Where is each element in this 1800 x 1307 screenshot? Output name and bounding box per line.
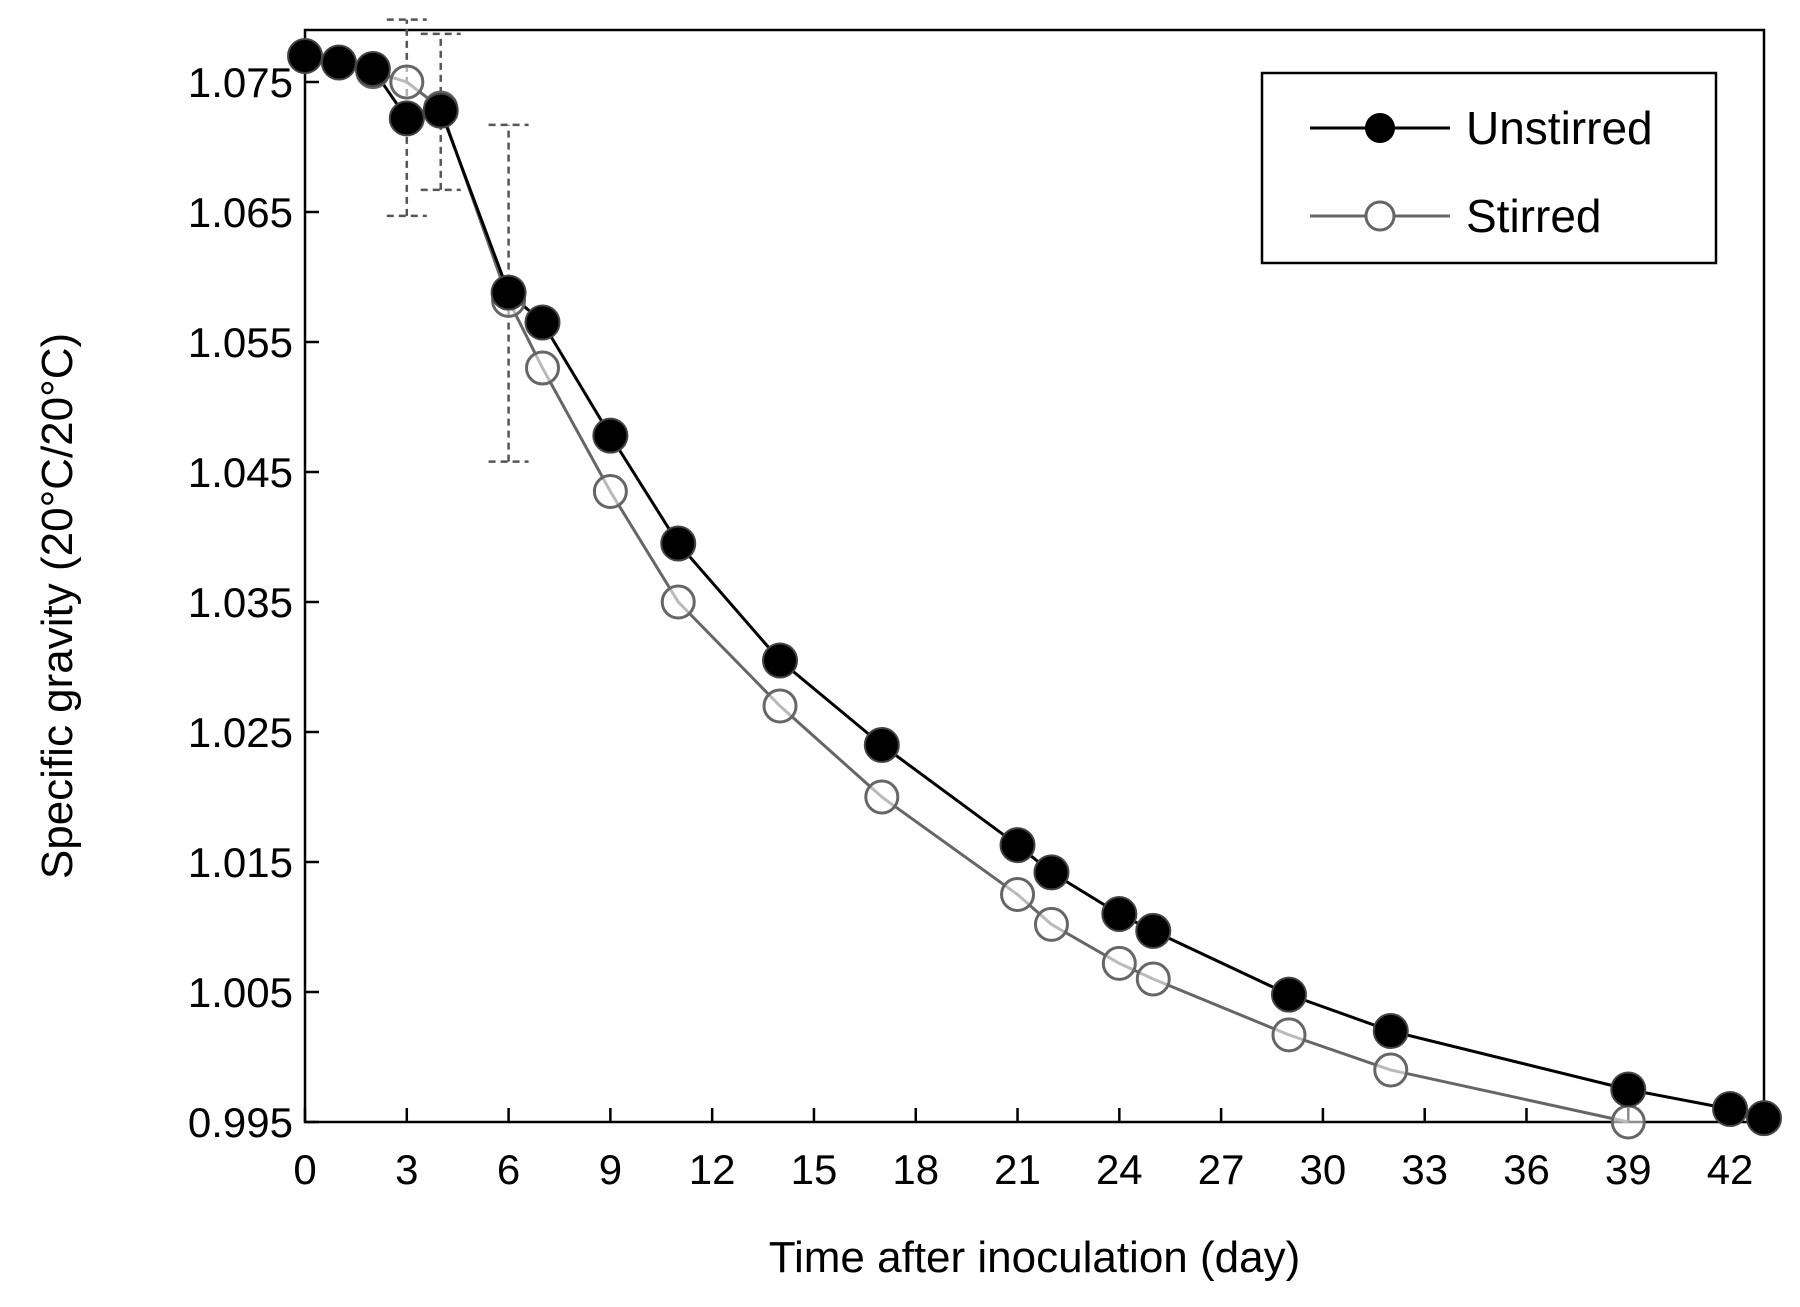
legend-marker-unstirred	[1365, 113, 1395, 143]
x-tick-label: 6	[497, 1146, 520, 1193]
plot-frame	[303, 28, 1766, 1124]
x-tick-label: 39	[1605, 1146, 1652, 1193]
x-tick-label: 3	[395, 1146, 418, 1193]
x-tick-label: 42	[1707, 1146, 1754, 1193]
data-point-stirred	[1373, 1052, 1409, 1088]
data-point-stirred	[762, 688, 798, 724]
data-point-stirred	[1271, 1017, 1307, 1053]
data-point-unstirred	[422, 92, 459, 129]
data-point-unstirred	[320, 44, 357, 81]
data-point-unstirred	[863, 727, 900, 763]
data-point-unstirred	[1101, 896, 1138, 932]
data-point-stirred	[1101, 945, 1137, 981]
data-point-stirred	[864, 779, 900, 815]
data-point-stirred	[525, 350, 561, 386]
data-point-unstirred	[287, 38, 323, 74]
x-tick-label: 24	[1096, 1146, 1143, 1193]
y-axis-title: Specific gravity (20°C/20°C)	[33, 333, 82, 879]
x-tick-label: 15	[791, 1146, 838, 1193]
x-tick-label: 0	[293, 1146, 316, 1193]
x-tick-label: 21	[994, 1146, 1041, 1193]
data-point-stirred	[1000, 877, 1036, 912]
data-point-stirred	[1135, 961, 1171, 997]
x-tick-label: 27	[1198, 1146, 1245, 1193]
y-tick-label: 1.065	[188, 189, 293, 236]
data-point-stirred	[1033, 906, 1069, 942]
y-tick-label: 1.075	[188, 59, 293, 106]
data-point-unstirred	[388, 100, 425, 137]
data-point-stirred	[389, 64, 425, 100]
data-point-unstirred	[762, 642, 799, 679]
data-point-unstirred	[1135, 912, 1172, 949]
x-tick-label: 33	[1401, 1146, 1448, 1193]
data-point-unstirred	[1033, 854, 1070, 891]
legend-label-stirred: Stirred	[1466, 190, 1601, 242]
data-point-unstirred	[490, 274, 527, 311]
y-tick-label: 1.015	[188, 839, 293, 886]
y-tick-label: 1.035	[188, 579, 293, 626]
data-point-unstirred	[1746, 1100, 1782, 1137]
legend-label-unstirred: Unstirred	[1466, 102, 1653, 154]
data-point-stirred	[1610, 1104, 1646, 1140]
x-tick-label: 30	[1300, 1146, 1347, 1193]
data-point-unstirred	[999, 827, 1036, 864]
data-point-unstirred	[1712, 1091, 1749, 1127]
x-axis-title: Time after inoculation (day)	[769, 1233, 1300, 1282]
data-point-unstirred	[592, 417, 629, 454]
data-point-unstirred	[524, 304, 561, 341]
y-tick-label: 1.005	[188, 969, 293, 1016]
x-tick-label: 9	[599, 1146, 622, 1193]
data-point-unstirred	[660, 525, 697, 562]
legend-marker-stirred	[1364, 200, 1396, 232]
x-tick-label: 36	[1503, 1146, 1550, 1193]
data-point-unstirred	[354, 51, 391, 87]
legend-box	[1260, 71, 1718, 265]
data-point-unstirred	[1610, 1071, 1647, 1108]
data-point-unstirred	[1372, 1013, 1409, 1049]
data-point-stirred	[592, 474, 628, 509]
data-point-unstirred	[1270, 976, 1307, 1013]
x-tick-label: 12	[689, 1146, 736, 1193]
y-tick-label: 1.025	[188, 709, 293, 756]
x-tick-label: 18	[892, 1146, 939, 1193]
data-point-stirred	[660, 584, 696, 620]
y-tick-label: 1.055	[188, 319, 293, 366]
y-tick-label: 1.045	[188, 449, 293, 496]
y-tick-label: 0.995	[188, 1099, 293, 1146]
